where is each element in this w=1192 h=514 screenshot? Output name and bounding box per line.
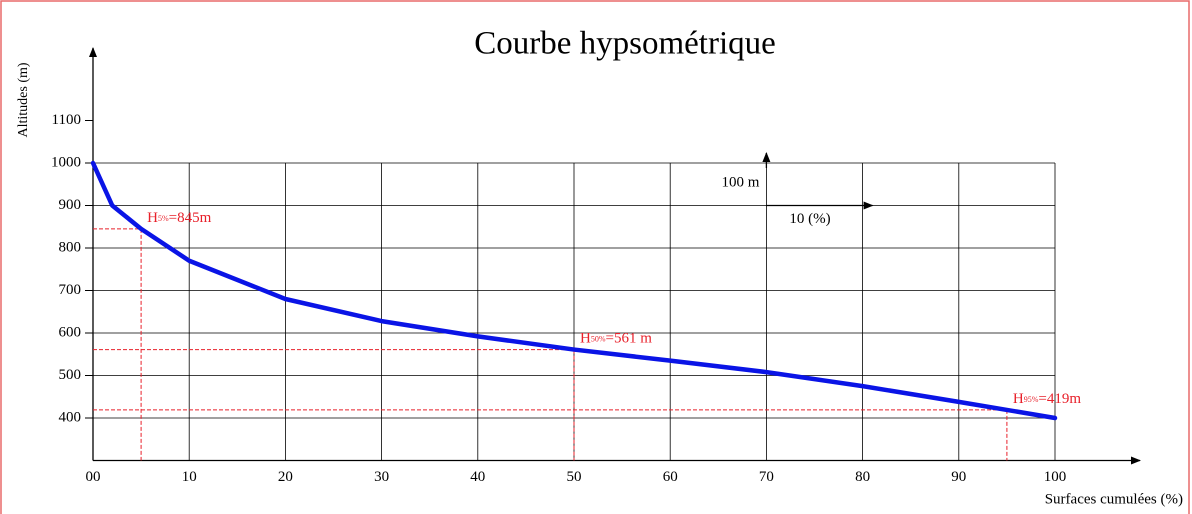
x-tick-label: 60 xyxy=(663,469,678,485)
annotation-text: =561 m xyxy=(606,331,653,347)
x-tick-label: 80 xyxy=(855,469,870,485)
annotation-subscript: 5% xyxy=(158,214,169,223)
y-tick-label: 600 xyxy=(59,324,82,340)
annotation-label: H xyxy=(580,331,591,347)
scale-text-y: 100 m xyxy=(721,174,759,190)
annotation-text: =845m xyxy=(169,210,212,226)
y-tick-label: 700 xyxy=(59,282,82,298)
x-tick-label: 10 xyxy=(182,469,197,485)
y-tick-label: 1100 xyxy=(52,112,81,128)
annotation: H95%=419m xyxy=(1013,391,1081,407)
x-tick-label: 40 xyxy=(470,469,485,485)
x-tick-label: 90 xyxy=(951,469,966,485)
annotation-text: =419m xyxy=(1038,391,1081,407)
x-tick-label: 30 xyxy=(374,469,389,485)
y-tick-label: 1000 xyxy=(51,154,81,170)
annotation-subscript: 95% xyxy=(1024,395,1039,404)
y-tick-label: 400 xyxy=(59,409,82,425)
x-tick-label: 00 xyxy=(86,469,101,485)
scale-text-x: 10 (%) xyxy=(789,211,830,227)
x-tick-label: 20 xyxy=(278,469,293,485)
annotation-label: H xyxy=(147,210,158,226)
x-tick-label: 50 xyxy=(567,469,582,485)
annotation: H50%=561 m xyxy=(580,331,652,347)
chart-title: Courbe hypsométrique xyxy=(474,26,776,62)
y-axis-label: Altitudes (m) xyxy=(16,62,31,137)
y-tick-label: 500 xyxy=(59,367,82,383)
x-tick-label: 100 xyxy=(1044,469,1067,485)
line xyxy=(90,160,1058,421)
y-tick-label: 900 xyxy=(59,197,82,213)
y-tick-label: 800 xyxy=(59,239,82,255)
x-tick-label: 70 xyxy=(759,469,774,485)
x-axis-label: Surfaces cumulées (%) xyxy=(1045,491,1183,507)
annotation: H5%=845m xyxy=(147,210,211,226)
annotation-subscript: 50% xyxy=(591,334,606,343)
annotation-label: H xyxy=(1013,391,1024,407)
